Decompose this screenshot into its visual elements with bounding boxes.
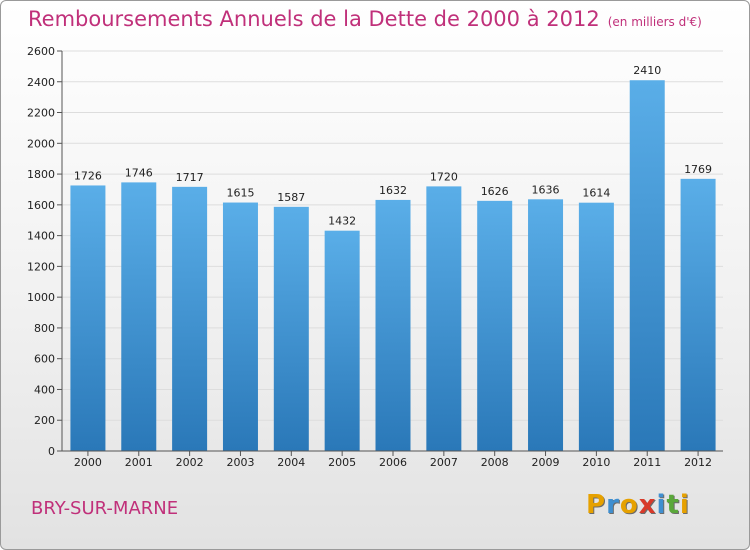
bar-2011 — [629, 80, 665, 451]
bar-2012 — [680, 178, 716, 451]
y-tick-label: 2200 — [27, 107, 55, 120]
y-tick-label: 200 — [34, 414, 55, 427]
bar-2005 — [324, 230, 360, 451]
brand-letter: i — [679, 490, 690, 520]
brand-letter: t — [666, 490, 680, 520]
bars — [70, 80, 716, 451]
brand-letter: o — [619, 490, 639, 520]
x-tick-label: 2009 — [532, 456, 560, 469]
x-tick-label: 2006 — [379, 456, 407, 469]
bar-2008 — [477, 200, 513, 451]
value-label: 1615 — [226, 187, 254, 200]
brand-letter: i — [656, 490, 667, 520]
y-tick-label: 1800 — [27, 168, 55, 181]
y-tick-label: 800 — [34, 322, 55, 335]
x-tick-label: 2008 — [481, 456, 509, 469]
y-tick-label: 1600 — [27, 199, 55, 212]
x-tick-label: 2007 — [430, 456, 458, 469]
value-label: 2410 — [633, 64, 661, 77]
value-label: 1717 — [176, 171, 204, 184]
bar-2010 — [578, 202, 614, 451]
value-label: 1432 — [328, 215, 356, 228]
x-tick-label: 2002 — [176, 456, 204, 469]
value-labels: 1726 1746 1717 1615 1587 1432 1632 1720 1626 1636… — [74, 64, 712, 227]
y-tick-label: 600 — [34, 353, 55, 366]
y-tick-label: 1200 — [27, 260, 55, 273]
value-label: 1769 — [684, 163, 712, 176]
x-tick-label: 2000 — [74, 456, 102, 469]
bar-2004 — [273, 206, 309, 451]
value-label: 1626 — [481, 185, 509, 198]
chart-title-text: Remboursements Annuels de la Dette de 20… — [28, 7, 600, 31]
y-tick-label: 1000 — [27, 291, 55, 304]
bar-2009 — [528, 199, 564, 451]
x-tick-label: 2001 — [125, 456, 153, 469]
y-tick-label: 0 — [48, 445, 55, 458]
bar-2006 — [375, 199, 411, 451]
y-tick-label: 1400 — [27, 230, 55, 243]
chart-title: Remboursements Annuels de la Dette de 20… — [28, 7, 702, 31]
y-tick-label: 2400 — [27, 76, 55, 89]
x-tick-label: 2005 — [328, 456, 356, 469]
brand-logo: Proxiti — [586, 490, 690, 520]
bar-2001 — [121, 182, 157, 451]
bar-2000 — [70, 185, 106, 451]
value-label: 1720 — [430, 170, 458, 183]
value-label: 1746 — [125, 166, 153, 179]
bar-2003 — [222, 202, 258, 451]
y-tick-label: 2600 — [27, 45, 55, 58]
chart-subtitle: (en milliers d'€) — [607, 15, 702, 29]
value-label: 1632 — [379, 184, 407, 197]
brand-letter: r — [606, 490, 620, 520]
x-tick-label: 2003 — [226, 456, 254, 469]
brand-letter: x — [638, 490, 657, 520]
bar-2002 — [172, 186, 208, 451]
value-label: 1726 — [74, 169, 102, 182]
x-tick-label: 2011 — [633, 456, 661, 469]
value-label: 1614 — [582, 187, 610, 200]
value-label: 1587 — [277, 191, 305, 204]
y-tick-label: 400 — [34, 383, 55, 396]
y-tick-label: 2000 — [27, 137, 55, 150]
brand-letter: P — [586, 490, 607, 520]
x-tick-label: 2010 — [582, 456, 610, 469]
x-tick-label: 2004 — [277, 456, 305, 469]
value-label: 1636 — [532, 183, 560, 196]
bar-2007 — [426, 186, 462, 451]
place-name: BRY-SUR-MARNE — [31, 498, 179, 519]
axes: 0 200 400 600 800 1000 1200 1400 1600 1800 2000 220… — [27, 45, 723, 469]
x-tick-label: 2012 — [684, 456, 712, 469]
